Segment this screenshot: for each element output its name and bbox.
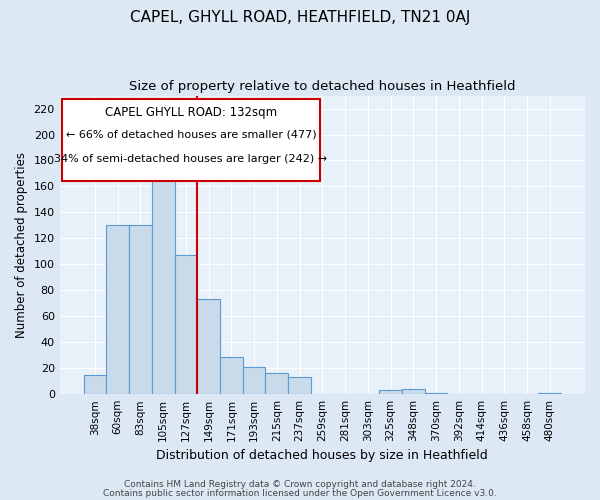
Text: Contains HM Land Registry data © Crown copyright and database right 2024.: Contains HM Land Registry data © Crown c…	[124, 480, 476, 489]
FancyBboxPatch shape	[62, 98, 320, 180]
Bar	[288, 378, 311, 394]
Bar	[129, 226, 152, 394]
Y-axis label: Number of detached properties: Number of detached properties	[15, 152, 28, 338]
Bar	[243, 367, 265, 394]
Bar	[425, 393, 448, 394]
Bar	[83, 374, 106, 394]
X-axis label: Distribution of detached houses by size in Heathfield: Distribution of detached houses by size …	[157, 450, 488, 462]
Bar	[175, 256, 197, 394]
Text: CAPEL GHYLL ROAD: 132sqm: CAPEL GHYLL ROAD: 132sqm	[105, 106, 277, 119]
Title: Size of property relative to detached houses in Heathfield: Size of property relative to detached ho…	[129, 80, 515, 93]
Bar	[538, 393, 561, 394]
Bar	[197, 300, 220, 394]
Bar	[265, 374, 288, 394]
Bar	[379, 390, 402, 394]
Bar	[106, 226, 129, 394]
Bar	[220, 356, 243, 394]
Bar	[402, 389, 425, 394]
Text: Contains public sector information licensed under the Open Government Licence v3: Contains public sector information licen…	[103, 489, 497, 498]
Text: ← 66% of detached houses are smaller (477): ← 66% of detached houses are smaller (47…	[65, 130, 316, 140]
Text: CAPEL, GHYLL ROAD, HEATHFIELD, TN21 0AJ: CAPEL, GHYLL ROAD, HEATHFIELD, TN21 0AJ	[130, 10, 470, 25]
Bar	[152, 158, 175, 394]
Text: 34% of semi-detached houses are larger (242) →: 34% of semi-detached houses are larger (…	[55, 154, 328, 164]
